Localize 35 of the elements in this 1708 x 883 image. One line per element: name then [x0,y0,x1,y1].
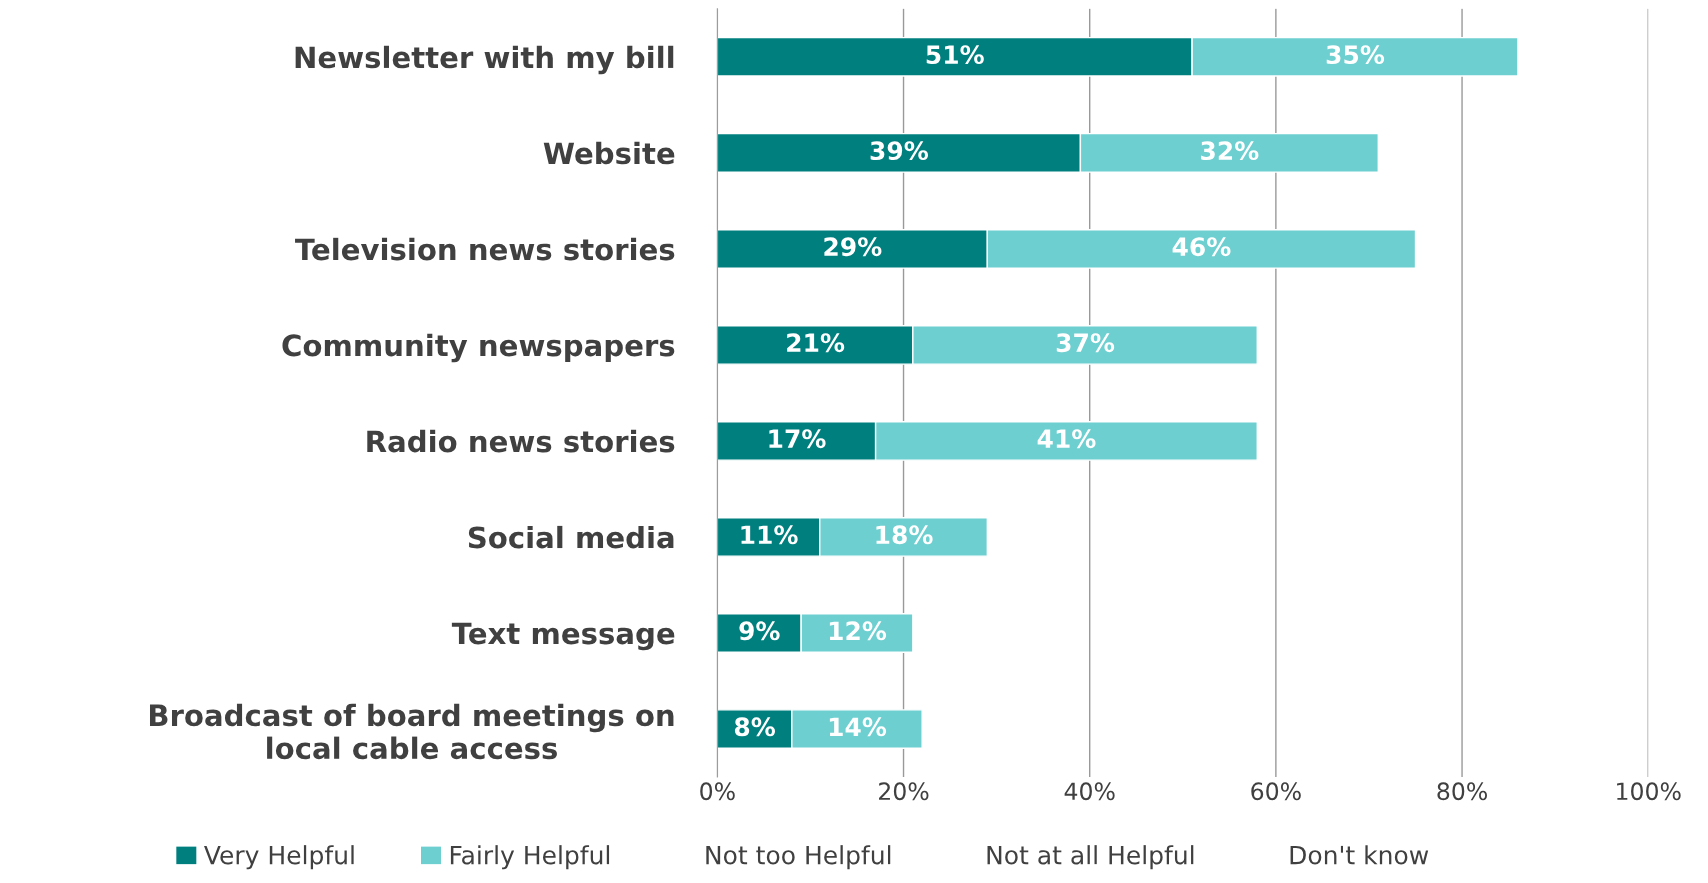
data-label: 21% [787,333,845,353]
y-tick-label: Community newspapers [282,333,675,363]
y-tick-label: Television news stories [295,237,675,261]
data-label: 32% [1201,141,1259,161]
data-label: 18% [876,525,933,545]
y-tick-label: Website [543,141,675,165]
text: Not at all Helpful [987,845,1194,870]
data-label: 9% [739,621,780,641]
x-tick-label: 40% [1064,782,1115,801]
text: Don't know [1290,845,1429,865]
y-tick-label: Text message [451,622,675,651]
data-label: 51% [926,45,984,65]
data-label: 29% [824,237,882,257]
y-tick-label: Social media [468,525,674,549]
data-label: 35% [1326,45,1385,65]
data-label: 39% [870,141,928,161]
data-label: 46% [1172,237,1231,257]
y-tick-label: Radio news stories [367,429,675,453]
legend-label: Fairly Helpful [450,845,610,870]
data-label: 14% [829,717,887,737]
legend-label: Very Helpful [204,845,354,870]
x-tick-label: 80% [1437,782,1487,801]
data-label: 37% [1056,333,1115,353]
data-label: 17% [769,429,826,449]
data-label: 41% [1037,429,1096,449]
x-tick-label: 20% [879,782,929,801]
data-label: 12% [829,621,887,641]
x-tick-label: 100% [1617,782,1681,801]
x-tick-label: 60% [1251,782,1301,801]
data-label: 8% [734,717,776,737]
y-tick-label: Broadcast of board meetings on local cable access [149,703,674,760]
text: Not too Helpful [706,845,891,870]
y-tick-label: Newsletter with my bill [295,45,674,75]
data-label: 11% [741,525,798,545]
x-tick-label: 0% [700,782,735,801]
